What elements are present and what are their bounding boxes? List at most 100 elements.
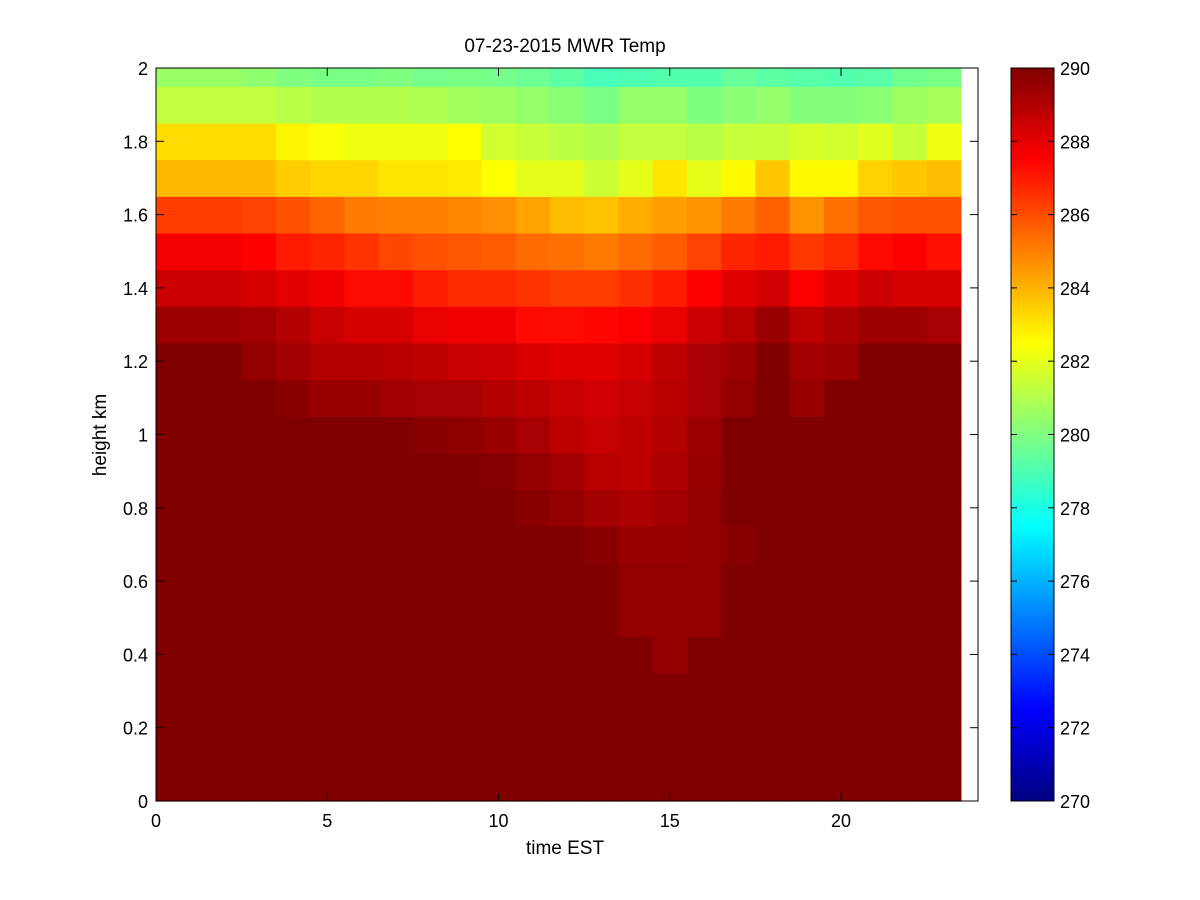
- heatmap-cell: [584, 306, 619, 344]
- heatmap-cell: [481, 416, 517, 454]
- heatmap-cell: [447, 159, 482, 197]
- heatmap-cell: [412, 342, 448, 381]
- heatmap-cell: [789, 416, 825, 454]
- heatmap-cell: [686, 416, 722, 454]
- heatmap-cell: [686, 232, 722, 271]
- heatmap-cell: [515, 452, 551, 491]
- heatmap-cell: [618, 452, 654, 491]
- x-tick-label: 20: [831, 811, 851, 831]
- heatmap-cell: [858, 379, 893, 417]
- heatmap-cell: [721, 562, 756, 637]
- heatmap-cell: [858, 122, 893, 161]
- y-axis-label: height km: [90, 394, 111, 476]
- y-tick-label: 1.2: [123, 352, 148, 372]
- heatmap-cell: [156, 232, 243, 271]
- colorbar-tick-label: 280: [1060, 426, 1090, 446]
- heatmap-cell: [515, 342, 551, 381]
- heatmap-cell: [652, 672, 688, 802]
- heatmap-cell: [721, 379, 756, 417]
- heatmap-cell: [926, 452, 962, 491]
- colorbar-ticks: 270 272 274 276 278 280 282 284 286 288 290: [1011, 59, 1090, 812]
- heatmap-cell: [515, 416, 551, 454]
- heatmap-cell: [892, 232, 928, 271]
- colorbar-tick-label: 288: [1060, 132, 1090, 152]
- heatmap-cell: [789, 342, 825, 381]
- heatmap-cell: [447, 636, 482, 674]
- heatmap-cell: [652, 452, 688, 491]
- x-axis-label: time EST: [526, 838, 605, 859]
- heatmap-cell: [926, 68, 962, 87]
- heatmap-cell: [241, 232, 277, 271]
- heatmap-cell: [412, 196, 448, 234]
- heatmap-cell: [378, 86, 414, 124]
- colorbar-tick-label: 282: [1060, 352, 1090, 372]
- heatmap-cell: [721, 232, 756, 271]
- heatmap-cell: [156, 452, 243, 491]
- heatmap-cell: [823, 86, 859, 124]
- heatmap-cell: [549, 159, 585, 197]
- x-tick-label: 15: [660, 811, 680, 831]
- heatmap-cell: [755, 672, 791, 802]
- heatmap-cell: [686, 86, 722, 124]
- heatmap-cell: [584, 86, 619, 124]
- heatmap-cell: [584, 68, 619, 87]
- heatmap-cell: [618, 269, 654, 307]
- colorbar-tick-label: 270: [1060, 792, 1090, 812]
- colorbar-tick-label: 272: [1060, 719, 1090, 739]
- heatmap-cell: [721, 416, 756, 454]
- heatmap-cell: [310, 306, 345, 344]
- heatmap-cells: [156, 68, 962, 802]
- heatmap-cell: [515, 159, 551, 197]
- heatmap-cell: [652, 86, 688, 124]
- heatmap-cell: [584, 636, 619, 674]
- heatmap-cell: [275, 68, 311, 87]
- heatmap-cell: [515, 68, 551, 87]
- y-tick-label: 0.8: [123, 499, 148, 519]
- heatmap-cell: [412, 306, 448, 344]
- heatmap-cell: [310, 86, 345, 124]
- heatmap-cell: [584, 269, 619, 307]
- heatmap-cell: [344, 68, 380, 87]
- heatmap-cell: [412, 489, 448, 527]
- heatmap-cell: [618, 159, 654, 197]
- heatmap-cell: [481, 526, 517, 564]
- heatmap-cell: [344, 342, 380, 381]
- y-tick-label: 0.4: [123, 645, 148, 665]
- heatmap-cell: [310, 159, 345, 197]
- heatmap-cell: [481, 562, 517, 637]
- heatmap-cell: [823, 122, 859, 161]
- y-tick-label: 1.6: [123, 206, 148, 226]
- heatmap-cell: [858, 636, 893, 674]
- heatmap-cell: [652, 416, 688, 454]
- y-tick-label: 1.8: [123, 132, 148, 152]
- heatmap-cell: [378, 416, 414, 454]
- y-tick-label: 0: [138, 792, 148, 812]
- heatmap-cell: [721, 269, 756, 307]
- heatmap-cell: [823, 68, 859, 87]
- heatmap-cell: [447, 526, 482, 564]
- heatmap-cell: [686, 562, 722, 637]
- heatmap-cell: [275, 672, 311, 802]
- heatmap-cell: [858, 159, 893, 197]
- heatmap-cell: [481, 306, 517, 344]
- heatmap-cell: [584, 526, 619, 564]
- heatmap-cell: [156, 562, 243, 637]
- heatmap-cell: [241, 489, 277, 527]
- heatmap-cell: [721, 86, 756, 124]
- heatmap-cell: [584, 196, 619, 234]
- heatmap-cell: [755, 232, 791, 271]
- heatmap-cell: [652, 159, 688, 197]
- heatmap-cell: [344, 86, 380, 124]
- heatmap-cell: [721, 452, 756, 491]
- heatmap-cell: [584, 416, 619, 454]
- heatmap-cell: [481, 122, 517, 161]
- heatmap-cell: [549, 86, 585, 124]
- heatmap-cell: [892, 306, 928, 344]
- heatmap-cell: [823, 379, 859, 417]
- heatmap-cell: [823, 159, 859, 197]
- heatmap-cell: [241, 672, 277, 802]
- heatmap-cell: [241, 269, 277, 307]
- heatmap-cell: [378, 526, 414, 564]
- heatmap-cell: [412, 636, 448, 674]
- heatmap-cell: [686, 672, 722, 802]
